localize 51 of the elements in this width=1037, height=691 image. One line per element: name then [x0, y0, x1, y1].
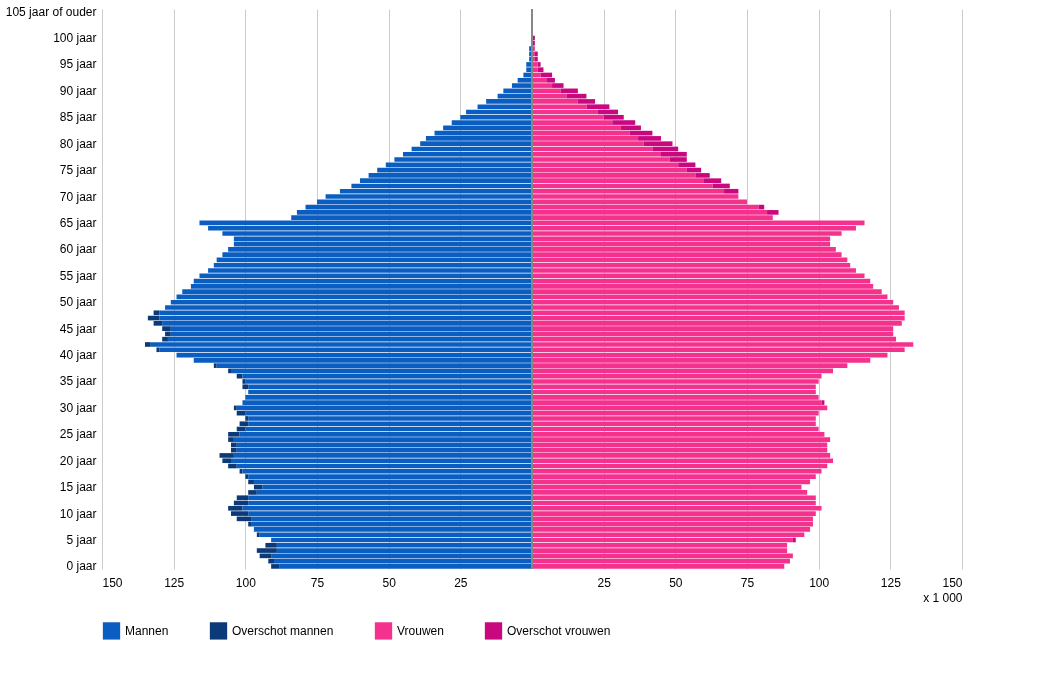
bar	[233, 405, 237, 411]
x-tick-label: 100	[809, 575, 830, 590]
x-tick-label: 100	[235, 575, 257, 590]
x-tick-label: 75	[310, 575, 325, 590]
y-tick-label: 15 jaar	[59, 480, 97, 495]
legend-label: Overschot mannen	[232, 623, 334, 638]
x-tick-label: 25	[454, 575, 468, 590]
y-tick-label: 30 jaar	[59, 400, 97, 415]
bar	[145, 342, 151, 347]
legend-label: Mannen	[125, 623, 169, 638]
y-tick-label: 0 jaar	[66, 559, 97, 574]
bar	[156, 347, 160, 353]
bar	[236, 495, 249, 501]
y-tick-label: 90 jaar	[59, 83, 97, 98]
y-tick-label: 45 jaar	[59, 321, 97, 336]
y-tick-label: 80 jaar	[59, 136, 97, 151]
legend-label: Vrouwen	[397, 623, 444, 638]
x-tick-label: 50	[382, 575, 397, 590]
y-tick-label: 25 jaar	[59, 427, 97, 442]
y-tick-label: 40 jaar	[59, 348, 97, 363]
bar	[256, 532, 260, 538]
y-tick-label: 20 jaar	[59, 453, 97, 468]
bar	[792, 537, 796, 543]
y-tick-label: 85 jaar	[59, 110, 97, 125]
y-tick-label: 55 jaar	[59, 268, 97, 283]
x-tick-label: 50	[669, 575, 683, 590]
y-tick-label: 100 jaar	[53, 31, 97, 46]
x-tick-label: 125	[164, 575, 185, 590]
bar	[228, 368, 231, 374]
y-tick-label: 10 jaar	[59, 506, 97, 521]
bar	[213, 363, 217, 368]
x-tick-label: 125	[880, 575, 902, 590]
x-tick-label: 150	[102, 575, 123, 590]
y-tick-label: 35 jaar	[59, 374, 97, 389]
x-tick-label: 150	[942, 575, 963, 590]
legend-label: Overschot vrouwen	[507, 623, 611, 638]
bar	[236, 373, 243, 379]
y-tick-label: 105 jaar of ouder	[5, 4, 97, 19]
bar	[245, 474, 249, 479]
x-axis-title: x 1 000	[923, 590, 963, 605]
y-tick-label: 95 jaar	[59, 57, 97, 72]
y-tick-label: 60 jaar	[59, 242, 97, 257]
x-tick-label: 75	[740, 575, 755, 590]
y-tick-label: 5 jaar	[66, 532, 97, 547]
y-tick-label: 70 jaar	[59, 189, 97, 204]
y-tick-label: 75 jaar	[59, 163, 97, 178]
bar	[767, 210, 779, 215]
x-tick-label: 25	[597, 575, 612, 590]
y-tick-label: 65 jaar	[59, 215, 97, 230]
y-tick-label: 50 jaar	[59, 295, 97, 310]
bar	[162, 336, 168, 342]
